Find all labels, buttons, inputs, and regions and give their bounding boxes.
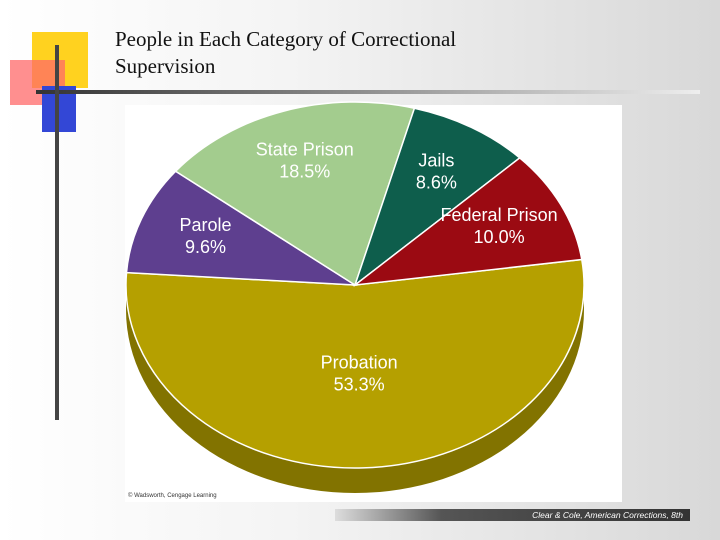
slice — [125, 170, 358, 286]
value-label: 8.6% — [416, 173, 457, 193]
footer-bar — [335, 509, 690, 521]
deco-line — [36, 90, 700, 94]
slice — [174, 101, 416, 287]
slice-label: Parole — [179, 215, 231, 235]
value-label: 18.5% — [279, 161, 330, 181]
credit: © Wadsworth, Cengage Learning — [128, 492, 217, 499]
slice-label: State Prison — [256, 139, 354, 159]
slice — [125, 258, 585, 469]
slice-label: Federal Prison — [441, 205, 558, 225]
deco-line — [55, 45, 59, 420]
source: Clear & Cole, American Corrections, 8th — [532, 510, 683, 520]
value-label: 10.0% — [474, 227, 525, 247]
slice — [353, 107, 521, 288]
slice — [352, 156, 583, 287]
slice-label: Jails — [418, 151, 454, 171]
value-label: 53.3% — [334, 374, 385, 394]
chart-title: People in Each Category of Correctional … — [115, 27, 457, 78]
value-label: 9.6% — [185, 237, 226, 257]
slice-label: Probation — [321, 352, 398, 372]
